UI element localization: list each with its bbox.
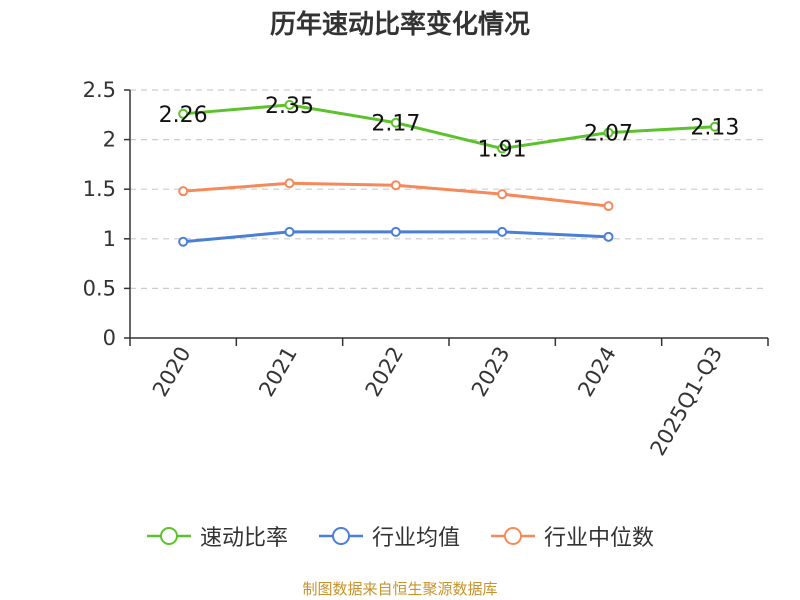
data-point [390, 226, 401, 237]
data-label: 2.26 [159, 103, 208, 128]
legend-label: 行业中位数 [544, 526, 655, 551]
data-point [178, 236, 189, 247]
data-point [497, 189, 508, 200]
data-point [603, 231, 614, 242]
data-point [603, 201, 614, 212]
data-point [709, 121, 720, 132]
x-tick-label: 2023 [467, 342, 515, 400]
series-group [178, 99, 720, 247]
data-point [284, 99, 295, 110]
data-label: 1.91 [478, 138, 527, 163]
y-tick-label: 2 [103, 128, 116, 152]
y-tick-label: 0.5 [83, 276, 116, 300]
data-point [178, 108, 189, 119]
legend-item-industry-median[interactable]: 行业中位数 [490, 520, 654, 552]
data-source: 制图数据来自恒生聚源数据库 [302, 580, 498, 598]
legend-item-industry-mean[interactable]: 行业均值 [318, 520, 460, 552]
legend: 速动比率 行业均值 行业中位数 [0, 520, 800, 552]
data-point [284, 226, 295, 237]
data-point [178, 186, 189, 197]
data-label: 2.07 [584, 122, 633, 147]
y-tick-label: 1.5 [83, 177, 116, 201]
x-tick-label: 2024 [573, 343, 621, 401]
data-point [390, 180, 401, 191]
chart-title: 历年速动比率变化情况 [269, 10, 530, 40]
data-point [497, 226, 508, 237]
data-label: 2.35 [265, 94, 314, 119]
data-label: 2.17 [371, 112, 420, 137]
y-tick-label: 0 [103, 326, 116, 350]
legend-marker-quick-ratio [146, 527, 191, 545]
axes: 0 0.5 1 1.5 2 2.5 2020 2021 2022 2023 2024 2025Q1-Q… [83, 78, 769, 460]
legend-marker-industry-median [491, 527, 535, 545]
x-tick-label: 2022 [361, 343, 409, 401]
series-line-0 [183, 103, 715, 151]
y-tick-label: 1 [103, 227, 116, 251]
x-tick-label: 2025Q1-Q3 [646, 343, 728, 460]
data-labels: 2.26 2.35 2.17 1.91 2.07 2.13 [159, 94, 740, 163]
data-point [390, 117, 401, 128]
data-point [603, 127, 614, 138]
x-tick-label: 2021 [254, 343, 302, 401]
legend-label: 速动比率 [199, 526, 288, 551]
legend-label: 行业均值 [371, 526, 460, 551]
data-label: 2.13 [690, 116, 739, 141]
data-point [284, 178, 295, 189]
legend-marker-industry-mean [318, 527, 363, 545]
y-tick-label: 2.5 [83, 78, 116, 102]
legend-item-quick-ratio[interactable]: 速动比率 [146, 520, 288, 552]
data-point [497, 143, 508, 154]
x-tick-label: 2020 [148, 343, 196, 401]
